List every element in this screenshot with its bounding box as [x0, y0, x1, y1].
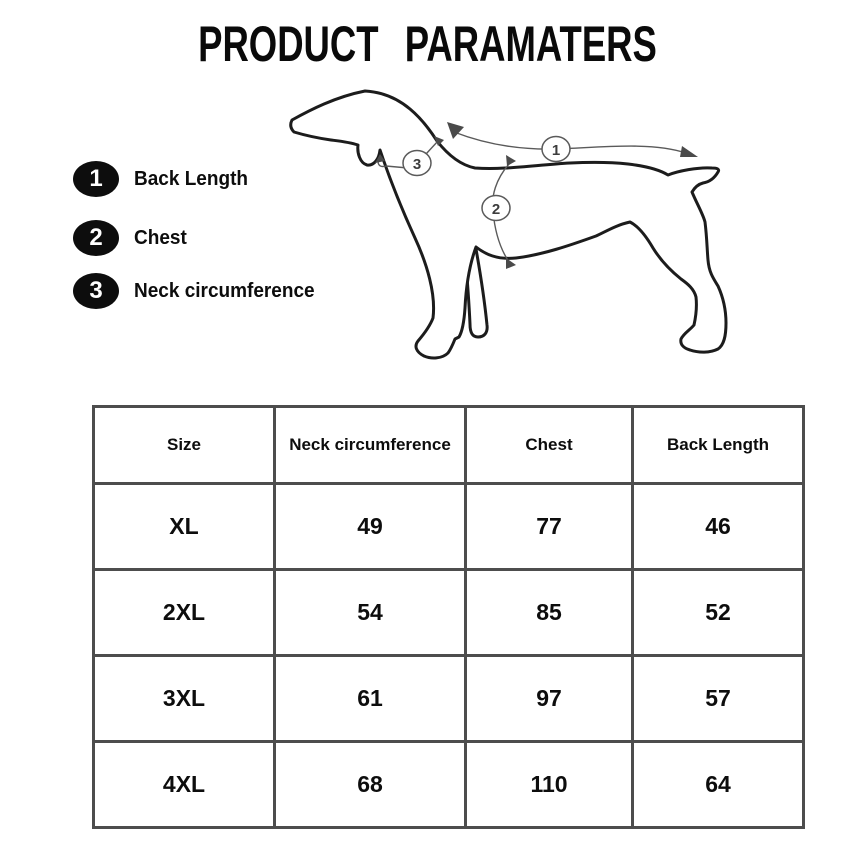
- size-chart-table: Size Neck circumference Chest Back Lengt…: [92, 405, 805, 829]
- legend-item-chest: 2 Chest: [73, 220, 190, 256]
- dog-measurement-diagram: 1 2 3: [289, 89, 728, 360]
- table-cell-back: 52: [631, 568, 805, 657]
- legend-label: Back Length: [134, 167, 249, 190]
- table-cell-back: 46: [631, 482, 805, 571]
- dog-outline-illustration: [289, 89, 728, 360]
- table-header-neck-circumference: Neck circumference: [273, 405, 467, 485]
- table-cell-chest: 85: [464, 568, 634, 657]
- marker-3: 3: [402, 149, 432, 177]
- marker-3-number: 3: [413, 156, 421, 173]
- number-1-badge-icon: 1: [73, 161, 119, 197]
- table-cell-size: XL: [92, 482, 276, 571]
- table-cell-neck: 54: [273, 568, 467, 657]
- table-header-back-length: Back Length: [631, 405, 805, 485]
- chest-arrow-bottom-icon: [506, 258, 516, 269]
- dog-far-front-leg: [463, 247, 489, 339]
- table-cell-size: 3XL: [92, 654, 276, 743]
- table-cell-neck: 61: [273, 654, 467, 743]
- marker-2: 2: [481, 194, 511, 222]
- legend-label: Chest: [134, 226, 187, 249]
- marker-2-number: 2: [492, 201, 500, 218]
- table-header-size: Size: [92, 405, 276, 485]
- arrowhead-right-icon: [680, 146, 698, 157]
- legend-item-neck-circumference: 3 Neck circumference: [73, 273, 324, 309]
- marker-1-circle: [541, 135, 571, 163]
- table-header-chest: Chest: [464, 405, 634, 485]
- table-header-row: Size Neck circumference Chest Back Lengt…: [92, 405, 805, 485]
- page-title: PRODUCT PARAMATERS: [198, 16, 657, 72]
- table-cell-size: 2XL: [92, 568, 276, 657]
- neck-arrow-upper-icon: [434, 136, 444, 146]
- table-cell-chest: 110: [464, 740, 634, 829]
- table-row: 4XL 68 110 64: [92, 740, 805, 829]
- table-row: 3XL 61 97 57: [92, 654, 805, 743]
- table-row: 2XL 54 85 52: [92, 568, 805, 657]
- legend-item-back-length: 1 Back Length: [73, 161, 254, 197]
- number-2-badge-icon: 2: [73, 220, 119, 256]
- table-cell-chest: 77: [464, 482, 634, 571]
- marker-2-circle: [481, 194, 511, 222]
- number-3-badge-icon: 3: [73, 273, 119, 309]
- table-cell-size: 4XL: [92, 740, 276, 829]
- table-row: XL 49 77 46: [92, 482, 805, 571]
- marker-1: 1: [541, 135, 571, 163]
- chest-arrow-top-icon: [506, 155, 516, 166]
- table-cell-back: 64: [631, 740, 805, 829]
- neck-arrow-lower-icon: [375, 154, 385, 163]
- legend-label: Neck circumference: [134, 279, 315, 302]
- marker-1-number: 1: [552, 142, 560, 159]
- arrowhead-left-icon: [447, 122, 464, 139]
- table-cell-chest: 97: [464, 654, 634, 743]
- marker-3-circle: [402, 149, 432, 177]
- table-cell-neck: 49: [273, 482, 467, 571]
- table-cell-neck: 68: [273, 740, 467, 829]
- table-cell-back: 57: [631, 654, 805, 743]
